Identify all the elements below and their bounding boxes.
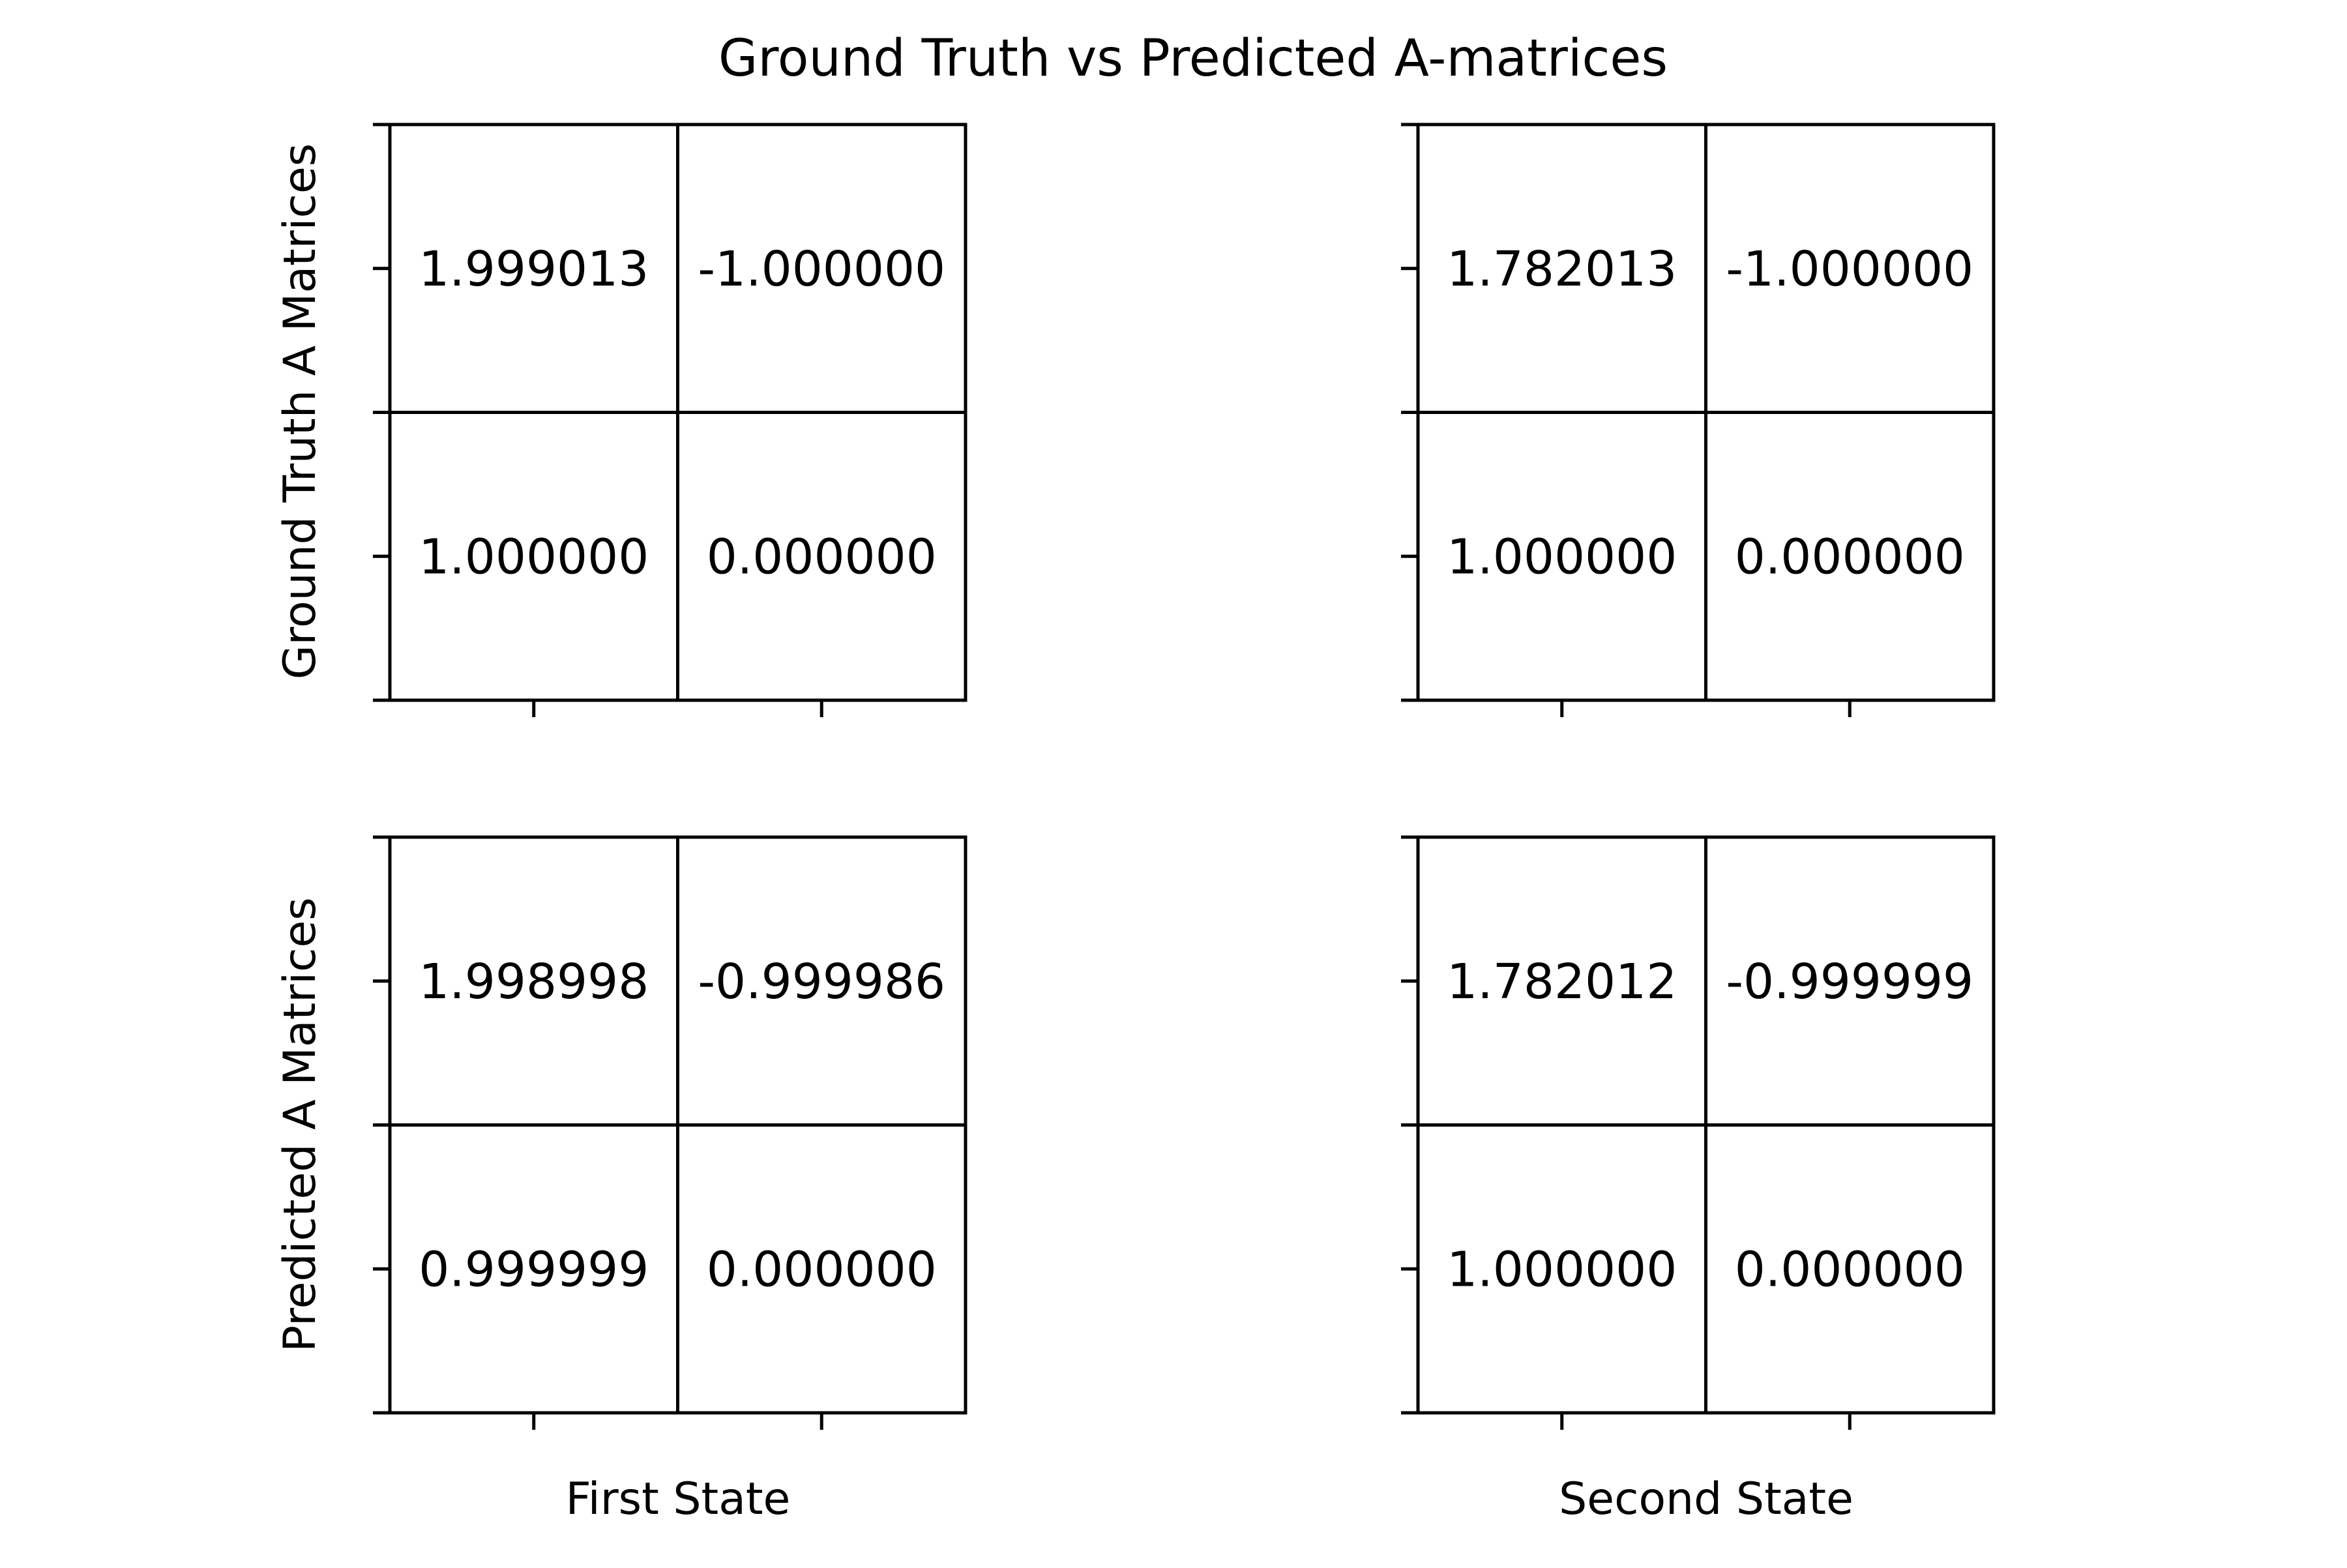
matrix-panel-ground-truth-first: 1.999013 -1.000000 1.000000 0.000000	[373, 123, 967, 717]
cell-value-r0-c0: 1.999013	[419, 241, 649, 297]
cell-value-r0-c0: 1.998998	[419, 954, 649, 1010]
cell-value-r0-c0: 1.782013	[1447, 241, 1677, 297]
cell-value-r0-c0: 1.782012	[1447, 954, 1677, 1010]
cell-value-r1-c1: 0.000000	[707, 529, 937, 585]
cell-value-r1-c0: 1.000000	[419, 529, 649, 585]
cell-value-r1-c0: 1.000000	[1447, 1241, 1677, 1297]
cell-value-r0-c1: -1.000000	[1726, 241, 1973, 297]
matrix-panel-ground-truth-second: 1.782013 -1.000000 1.000000 0.000000	[1401, 123, 1996, 717]
cell-value-r0-c1: -0.999986	[698, 954, 945, 1010]
cell-value-r1-c0: 0.999999	[419, 1241, 649, 1297]
column-label-first-state: First State	[566, 1473, 791, 1525]
cell-value-r1-c1: 0.000000	[1735, 1241, 1965, 1297]
cell-value-r0-c1: -0.999999	[1726, 954, 1973, 1010]
cell-value-r1-c1: 0.000000	[707, 1241, 937, 1297]
matrix-panel-predicted-second: 1.782012 -0.999999 1.000000 0.000000	[1401, 835, 1996, 1430]
matrix-panel-predicted-first: 1.998998 -0.999986 0.999999 0.000000	[373, 835, 967, 1430]
cell-value-r1-c1: 0.000000	[1735, 529, 1965, 585]
row-label-predicted: Predicted A Matrices	[274, 897, 326, 1352]
cell-value-r1-c0: 1.000000	[1447, 529, 1677, 585]
cell-value-r0-c1: -1.000000	[698, 241, 945, 297]
chart-title: Ground Truth vs Predicted A-matrices	[718, 29, 1668, 88]
column-label-second-state: Second State	[1559, 1473, 1853, 1525]
row-label-ground-truth: Ground Truth A Matrices	[274, 143, 326, 679]
